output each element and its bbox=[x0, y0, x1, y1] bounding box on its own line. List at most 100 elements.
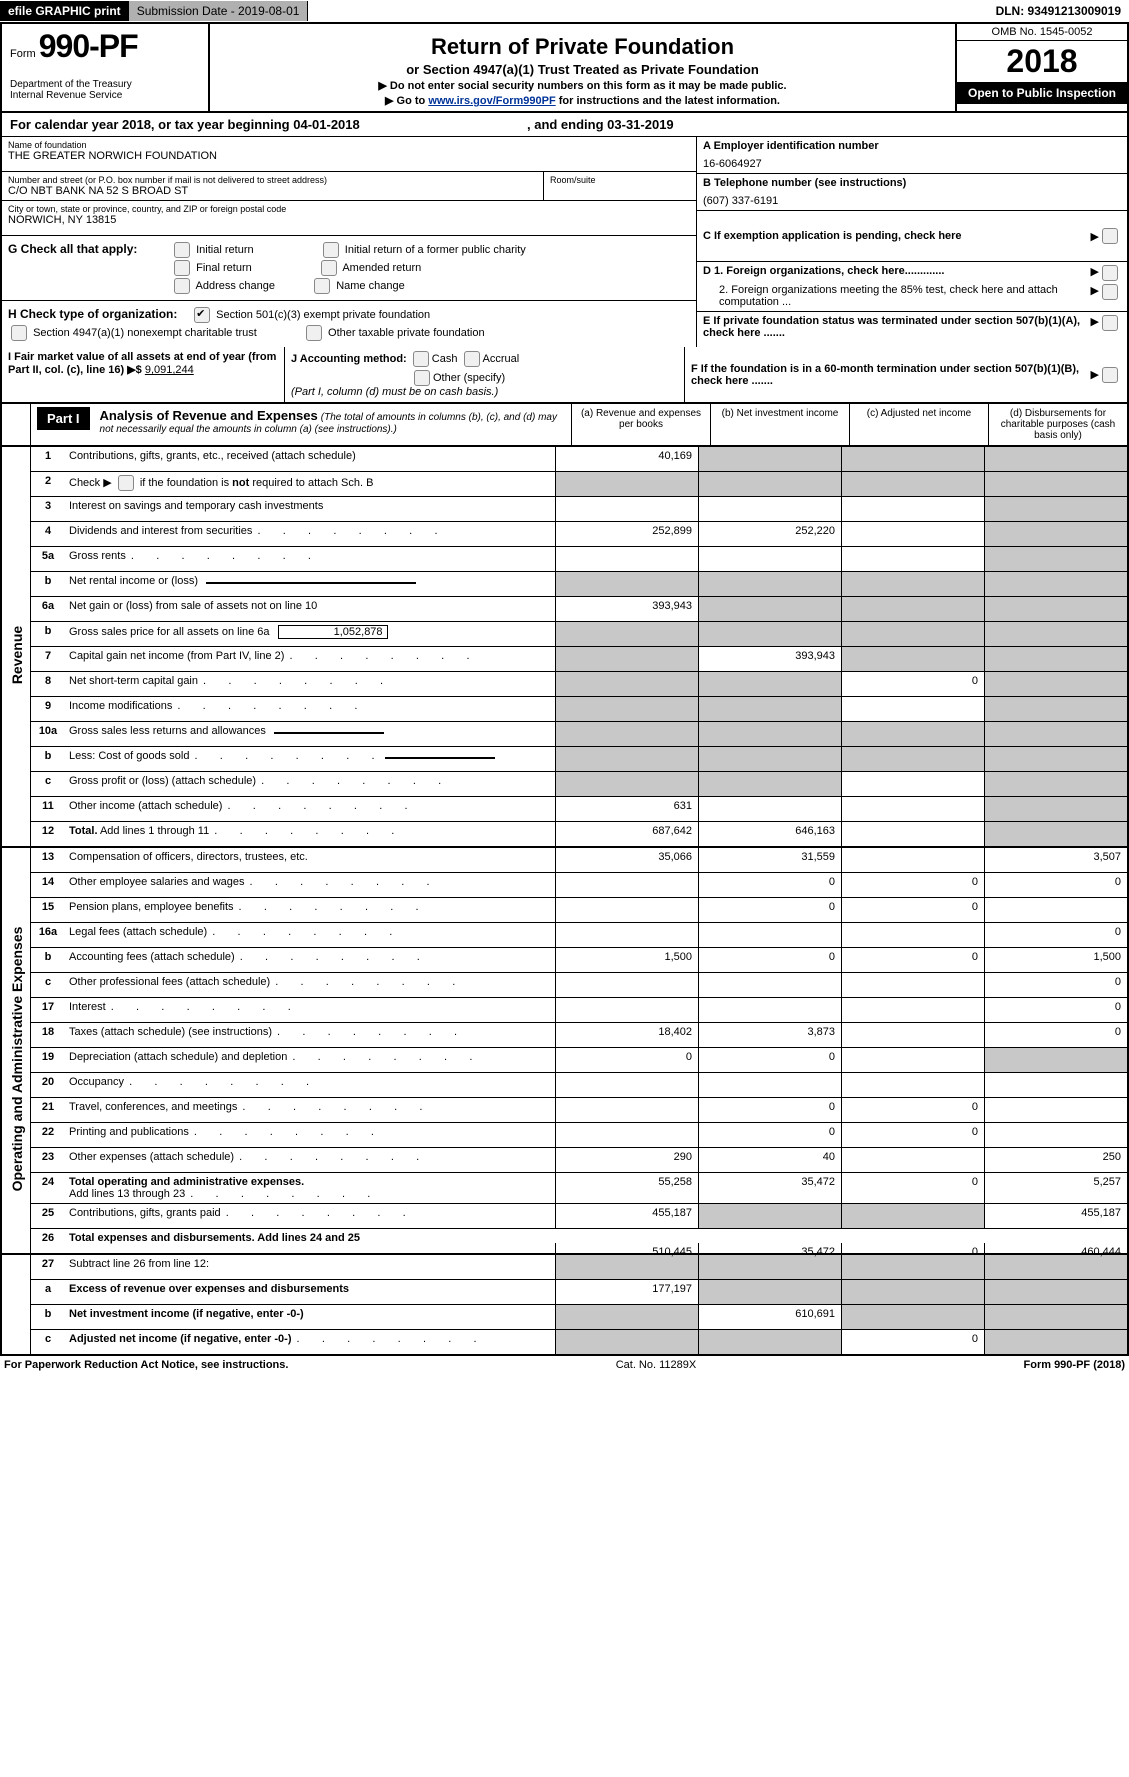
part-i-title: Analysis of Revenue and Expenses bbox=[100, 408, 318, 423]
checkbox-other-method[interactable] bbox=[414, 370, 430, 386]
j-label: J Accounting method: bbox=[291, 353, 407, 365]
row-27b: bNet investment income (if negative, ent… bbox=[31, 1304, 1127, 1329]
checkbox-f[interactable] bbox=[1102, 367, 1118, 383]
row-16c: cOther professional fees (attach schedul… bbox=[31, 972, 1127, 997]
checkbox-d2[interactable] bbox=[1102, 284, 1118, 300]
checkbox-e[interactable] bbox=[1102, 315, 1118, 331]
cal-mid: , and ending bbox=[527, 117, 607, 132]
footer-mid: Cat. No. 11289X bbox=[288, 1359, 1023, 1371]
checkbox-501c3[interactable] bbox=[194, 307, 210, 323]
checkbox-amended[interactable] bbox=[321, 260, 337, 276]
row-10c: cGross profit or (loss) (attach schedule… bbox=[31, 771, 1127, 796]
city-cell: City or town, state or province, country… bbox=[2, 201, 696, 236]
a-label: A Employer identification number bbox=[703, 140, 1121, 152]
part-i-header: Part I Analysis of Revenue and Expenses … bbox=[0, 404, 1129, 447]
footer-left: For Paperwork Reduction Act Notice, see … bbox=[4, 1359, 288, 1371]
row-3: 3Interest on savings and temporary cash … bbox=[31, 496, 1127, 521]
row-5b: bNet rental income or (loss) bbox=[31, 571, 1127, 596]
side-revenue: Revenue bbox=[2, 447, 31, 846]
row-14: 14Other employee salaries and wages000 bbox=[31, 872, 1127, 897]
room-label: Room/suite bbox=[550, 175, 690, 185]
checkbox-sch-b[interactable] bbox=[118, 475, 134, 491]
org-info-block: Name of foundation THE GREATER NORWICH F… bbox=[0, 137, 1129, 347]
ijf-row: I Fair market value of all assets at end… bbox=[0, 347, 1129, 404]
dln: DLN: 93491213009019 bbox=[988, 1, 1129, 21]
checkbox-other-taxable[interactable] bbox=[306, 325, 322, 341]
row-2: 2Check ▶ if the foundation is not requir… bbox=[31, 471, 1127, 496]
h-label: H Check type of organization: bbox=[8, 307, 188, 321]
j-o2: Accrual bbox=[483, 353, 520, 365]
checkbox-accrual[interactable] bbox=[464, 351, 480, 367]
i-cell: I Fair market value of all assets at end… bbox=[2, 347, 285, 402]
row-18: 18Taxes (attach schedule) (see instructi… bbox=[31, 1022, 1127, 1047]
row-19: 19Depreciation (attach schedule) and dep… bbox=[31, 1047, 1127, 1072]
city-value: NORWICH, NY 13815 bbox=[8, 214, 690, 226]
row-17: 17Interest0 bbox=[31, 997, 1127, 1022]
footer-right: Form 990-PF (2018) bbox=[1024, 1359, 1126, 1371]
form-subtitle-1: or Section 4947(a)(1) Trust Treated as P… bbox=[218, 62, 947, 77]
irs-link[interactable]: www.irs.gov/Form990PF bbox=[428, 95, 555, 107]
form-number: 990-PF bbox=[39, 28, 138, 64]
j-o3: Other (specify) bbox=[433, 372, 505, 384]
form-prefix: Form bbox=[10, 48, 36, 60]
goto-post: for instructions and the latest informat… bbox=[559, 95, 780, 107]
cal-end: 03-31-2019 bbox=[607, 117, 674, 132]
header-mid: Return of Private Foundation or Section … bbox=[210, 24, 955, 111]
ein-cell: A Employer identification number 16-6064… bbox=[697, 137, 1127, 174]
checkbox-cash[interactable] bbox=[413, 351, 429, 367]
header-right: OMB No. 1545-0052 2018 Open to Public In… bbox=[955, 24, 1127, 111]
c-label: C If exemption application is pending, c… bbox=[703, 230, 1091, 242]
submission-date: Submission Date - 2019-08-01 bbox=[129, 1, 309, 21]
row-27a: aExcess of revenue over expenses and dis… bbox=[31, 1279, 1127, 1304]
checkbox-c[interactable] bbox=[1102, 228, 1118, 244]
section-h: H Check type of organization: Section 50… bbox=[2, 301, 696, 347]
row-10a: 10aGross sales less returns and allowanc… bbox=[31, 721, 1127, 746]
irs: Internal Revenue Service bbox=[10, 90, 200, 101]
c-cell: C If exemption application is pending, c… bbox=[697, 211, 1127, 262]
top-bar: efile GRAPHIC print Submission Date - 20… bbox=[0, 0, 1129, 23]
footer: For Paperwork Reduction Act Notice, see … bbox=[0, 1356, 1129, 1374]
row-6a: 6aNet gain or (loss) from sale of assets… bbox=[31, 596, 1127, 621]
addr-value: C/O NBT BANK NA 52 S BROAD ST bbox=[8, 185, 537, 197]
form-subtitle-2b: ▶ Go to www.irs.gov/Form990PF for instru… bbox=[218, 94, 947, 107]
checkbox-initial-return[interactable] bbox=[174, 242, 190, 258]
row-27-wrap: 27Subtract line 26 from line 12: aExcess… bbox=[0, 1255, 1129, 1356]
checkbox-name-change[interactable] bbox=[314, 278, 330, 294]
part-i-tag: Part I bbox=[37, 407, 90, 430]
omb-no: OMB No. 1545-0052 bbox=[957, 24, 1127, 41]
row-4: 4Dividends and interest from securities2… bbox=[31, 521, 1127, 546]
row-24: 24Total operating and administrative exp… bbox=[31, 1172, 1127, 1203]
g-o6: Name change bbox=[336, 280, 405, 292]
row-13: 13Compensation of officers, directors, t… bbox=[31, 848, 1127, 872]
checkbox-final-return[interactable] bbox=[174, 260, 190, 276]
row-23: 23Other expenses (attach schedule)290402… bbox=[31, 1147, 1127, 1172]
row-16b: bAccounting fees (attach schedule)1,5000… bbox=[31, 947, 1127, 972]
i-label: I Fair market value of all assets at end… bbox=[8, 351, 276, 376]
name-label: Name of foundation bbox=[8, 140, 690, 150]
g-o4: Amended return bbox=[342, 262, 421, 274]
row-1: 1Contributions, gifts, grants, etc., rec… bbox=[31, 447, 1127, 471]
g-o2: Initial return of a former public charit… bbox=[345, 244, 526, 256]
col-a-head: (a) Revenue and expenses per books bbox=[571, 404, 710, 445]
h-o3: Other taxable private foundation bbox=[328, 327, 485, 339]
checkbox-initial-former[interactable] bbox=[323, 242, 339, 258]
row-12: 12Total. Add lines 1 through 11687,64264… bbox=[31, 821, 1127, 846]
d-cell: D 1. Foreign organizations, check here..… bbox=[697, 262, 1127, 312]
foundation-name: THE GREATER NORWICH FOUNDATION bbox=[8, 150, 690, 162]
goto-pre: ▶ Go to bbox=[385, 95, 428, 107]
addr-row: Number and street (or P.O. box number if… bbox=[2, 172, 696, 201]
checkbox-d1[interactable] bbox=[1102, 265, 1118, 281]
row-20: 20Occupancy bbox=[31, 1072, 1127, 1097]
g-o1: Initial return bbox=[196, 244, 253, 256]
header-left: Form 990-PF Department of the Treasury I… bbox=[2, 24, 210, 111]
checkbox-address-change[interactable] bbox=[174, 278, 190, 294]
checkbox-4947a1[interactable] bbox=[11, 325, 27, 341]
form-title: Return of Private Foundation bbox=[218, 34, 947, 60]
j-cell: J Accounting method: Cash Accrual Other … bbox=[285, 347, 685, 402]
j-note: (Part I, column (d) must be on cash basi… bbox=[291, 386, 678, 398]
name-cell: Name of foundation THE GREATER NORWICH F… bbox=[2, 137, 696, 172]
g-label: G Check all that apply: bbox=[8, 242, 168, 256]
f-cell: F If the foundation is in a 60-month ter… bbox=[685, 347, 1127, 402]
d1-label: D 1. Foreign organizations, check here..… bbox=[703, 265, 1091, 281]
revenue-table: Revenue 1Contributions, gifts, grants, e… bbox=[0, 447, 1129, 848]
